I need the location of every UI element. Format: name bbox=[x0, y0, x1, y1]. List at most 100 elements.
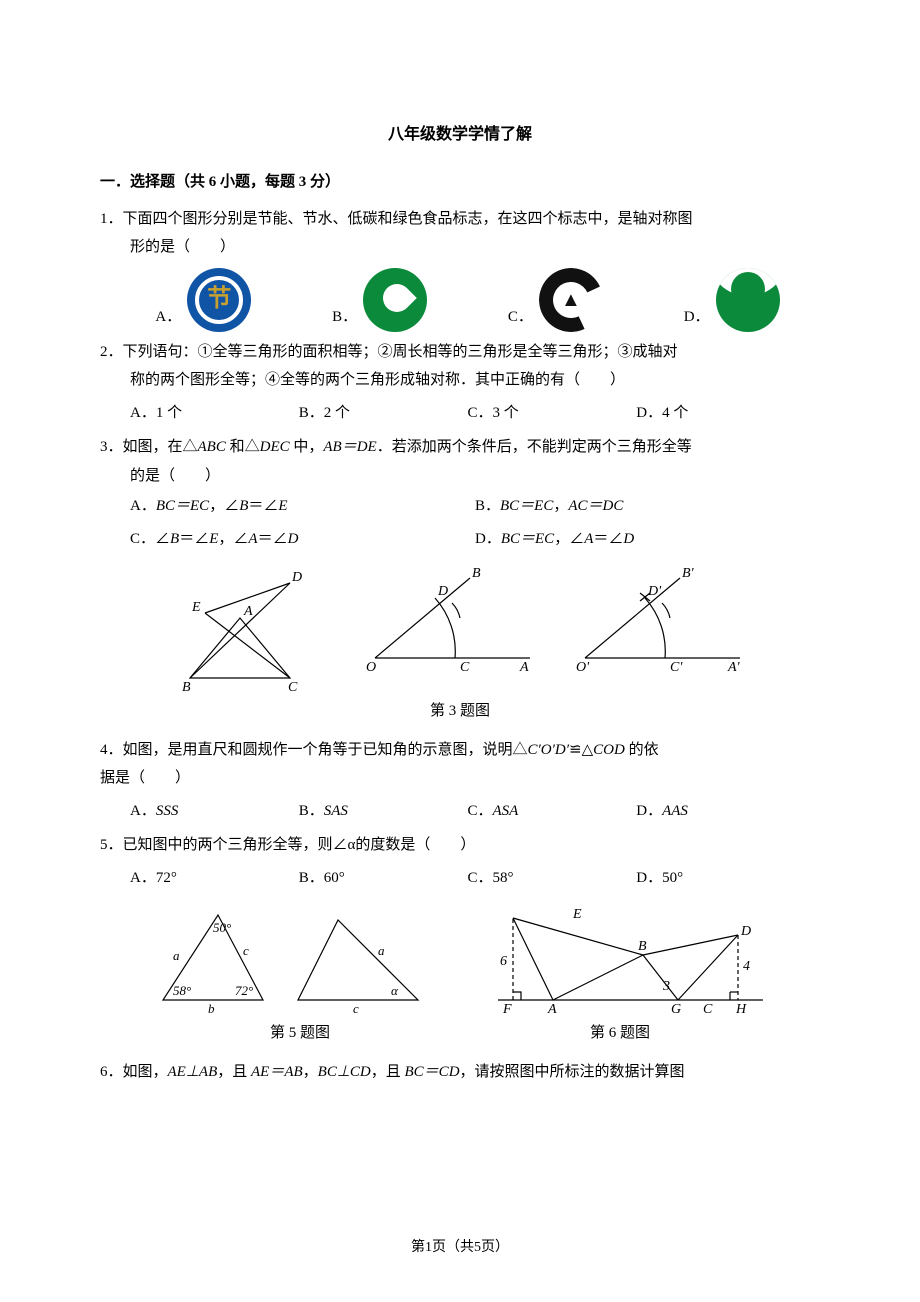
page-title: 八年级数学学情了解 bbox=[100, 120, 820, 150]
lbl6-3: 3 bbox=[662, 979, 670, 994]
q3a6: E bbox=[278, 498, 287, 514]
q3-t1: 3．如图，在△ bbox=[100, 439, 198, 455]
lbl5-72: 72° bbox=[235, 983, 253, 998]
q2-opt-d: D．4 个 bbox=[636, 399, 805, 428]
question-4: 4．如图，是用直尺和圆规作一个角等于已知角的示意图，说明△C′O′D′≌△COD… bbox=[100, 736, 820, 826]
q4-opt-d: D．AAS bbox=[636, 797, 805, 826]
lbl5-c2: c bbox=[353, 1001, 359, 1015]
lbl-D: D bbox=[291, 570, 302, 585]
q1-opt-c: C． bbox=[508, 268, 603, 332]
q3b1: B． bbox=[475, 498, 500, 514]
q4d2: AAS bbox=[662, 803, 688, 819]
lbl6-A: A bbox=[547, 1002, 557, 1015]
q4-opt-b: B．SAS bbox=[299, 797, 468, 826]
q3-stem-line2: 的是（ ） bbox=[100, 462, 820, 491]
water-saving-icon bbox=[363, 268, 427, 332]
q1-opt-c-label: C． bbox=[508, 303, 533, 332]
lbl-C: C bbox=[288, 680, 298, 693]
q1-opt-b-label: B． bbox=[332, 303, 357, 332]
lbl4-Op: O' bbox=[576, 660, 590, 673]
q3c5: ，∠ bbox=[218, 531, 248, 547]
q3d4: A bbox=[584, 531, 593, 547]
exam-page: 八年级数学学情了解 一．选择题（共 6 小题，每题 3 分） 1．下面四个图形分… bbox=[0, 0, 920, 1302]
q6t5: ，请按照图中所标注的数据计算图 bbox=[460, 1064, 685, 1080]
q3d2: BC＝EC bbox=[501, 531, 554, 547]
q3a5: ＝∠ bbox=[248, 498, 278, 514]
lbl6-E: E bbox=[572, 907, 582, 922]
q3a3: ，∠ bbox=[209, 498, 239, 514]
lbl6-D: D bbox=[740, 924, 751, 939]
section-1-heading: 一．选择题（共 6 小题，每题 3 分） bbox=[100, 168, 820, 197]
q4-stem-line2: 据是（ ） bbox=[100, 764, 820, 793]
q3c7: ＝∠ bbox=[258, 531, 288, 547]
lbl4-Bp: B' bbox=[682, 566, 695, 581]
q1-stem-line2: 形的是（ ） bbox=[100, 233, 820, 262]
question-2: 2．下列语句：①全等三角形的面积相等；②周长相等的三角形是全等三角形；③成轴对 … bbox=[100, 338, 820, 428]
lbl-E: E bbox=[191, 600, 201, 615]
q4t1: 4．如图，是用直尺和圆规作一个角等于已知角的示意图，说明△ bbox=[100, 742, 528, 758]
lbl5-b: b bbox=[208, 1001, 215, 1015]
lbl5-alpha: α bbox=[391, 983, 399, 998]
q2-options: A．1 个 B．2 个 C．3 个 D．4 个 bbox=[100, 399, 820, 428]
q3c3: ＝∠ bbox=[179, 531, 209, 547]
q3d6: D bbox=[623, 531, 634, 547]
q4-figure-left: B D O C A bbox=[360, 563, 540, 673]
q4-opt-a: A．SSS bbox=[130, 797, 299, 826]
q6i3: BC⊥CD bbox=[318, 1064, 371, 1080]
q4cod1: C′O′D′ bbox=[528, 742, 570, 758]
q5-options: A．72° B．60° C．58° D．50° bbox=[100, 864, 820, 893]
q3c2: B bbox=[170, 531, 179, 547]
q4c1: C． bbox=[468, 803, 493, 819]
q3-abde: AB＝DE bbox=[323, 439, 376, 455]
q2-opt-a: A．1 个 bbox=[130, 399, 299, 428]
q5-figure-caption: 第 5 题图 bbox=[270, 1019, 330, 1048]
q3d3: ，∠ bbox=[554, 531, 584, 547]
q5-q6-figures: 50° 58° 72° a c b a c α bbox=[100, 900, 820, 1015]
q3-q4-figures: D E A B C B D O C bbox=[100, 563, 820, 693]
lbl4-Ap: A' bbox=[727, 660, 741, 673]
lbl5-a2: a bbox=[378, 943, 385, 958]
q4-stem-line1: 4．如图，是用直尺和圆规作一个角等于已知角的示意图，说明△C′O′D′≌△COD… bbox=[100, 736, 820, 765]
lbl4-A: A bbox=[519, 660, 529, 673]
q6t2: ，且 bbox=[217, 1064, 251, 1080]
q3d5: ＝∠ bbox=[593, 531, 623, 547]
q3-figure: D E A B C bbox=[170, 563, 330, 693]
q5-opt-d: D．50° bbox=[636, 864, 805, 893]
q5-opt-a: A．72° bbox=[130, 864, 299, 893]
q4t3: 的依 bbox=[625, 742, 659, 758]
lbl4-Dp: D' bbox=[647, 584, 662, 599]
lbl4-Cp: C' bbox=[670, 660, 683, 673]
q6i4: BC＝CD bbox=[405, 1064, 460, 1080]
lbl6-4: 4 bbox=[743, 959, 750, 974]
q4-opt-c: C．ASA bbox=[468, 797, 637, 826]
q6t3: ， bbox=[303, 1064, 318, 1080]
fig-captions-5-6: 第 5 题图 第 6 题图 bbox=[100, 1019, 820, 1048]
q3a4: B bbox=[239, 498, 248, 514]
q1-stem-line1: 1．下面四个图形分别是节能、节水、低碳和绿色食品标志，在这四个标志中，是轴对称图 bbox=[100, 205, 820, 234]
q3-opt-b: B．BC＝EC，AC＝DC bbox=[475, 492, 820, 521]
q4a1: A． bbox=[130, 803, 156, 819]
q3a1: A． bbox=[130, 498, 156, 514]
q6i1: AE⊥AB bbox=[168, 1064, 218, 1080]
lbl-B: B bbox=[182, 680, 191, 693]
q3c6: A bbox=[248, 531, 257, 547]
q2-opt-c: C．3 个 bbox=[468, 399, 637, 428]
q4t2: ≌△ bbox=[569, 742, 593, 758]
q1-opt-b: B． bbox=[332, 268, 427, 332]
q4cod2: COD bbox=[593, 742, 625, 758]
q5-stem: 5．已知图中的两个三角形全等，则∠α的度数是（ ） bbox=[100, 831, 820, 860]
q6-stem-line1: 6．如图，AE⊥AB，且 AE＝AB，BC⊥CD，且 BC＝CD，请按照图中所标… bbox=[100, 1058, 820, 1087]
q3-opt-c: C．∠B＝∠E，∠A＝∠D bbox=[130, 525, 475, 554]
lbl5-c1: c bbox=[243, 943, 249, 958]
lbl5-58: 58° bbox=[173, 983, 191, 998]
q6i2: AE＝AB bbox=[251, 1064, 303, 1080]
lbl4-C: C bbox=[460, 660, 470, 673]
page-footer: 第1页（共5页） bbox=[0, 1235, 920, 1262]
q5-opt-c: C．58° bbox=[468, 864, 637, 893]
q4-figure-right: B' D' O' C' A' bbox=[570, 563, 750, 673]
q6t1: 6．如图， bbox=[100, 1064, 168, 1080]
q1-opt-a: A． bbox=[155, 268, 251, 332]
q4a2: SSS bbox=[156, 803, 179, 819]
q3-options: A．BC＝EC，∠B＝∠E B．BC＝EC，AC＝DC C．∠B＝∠E，∠A＝∠… bbox=[100, 490, 820, 555]
lbl4-D: D bbox=[437, 584, 448, 599]
